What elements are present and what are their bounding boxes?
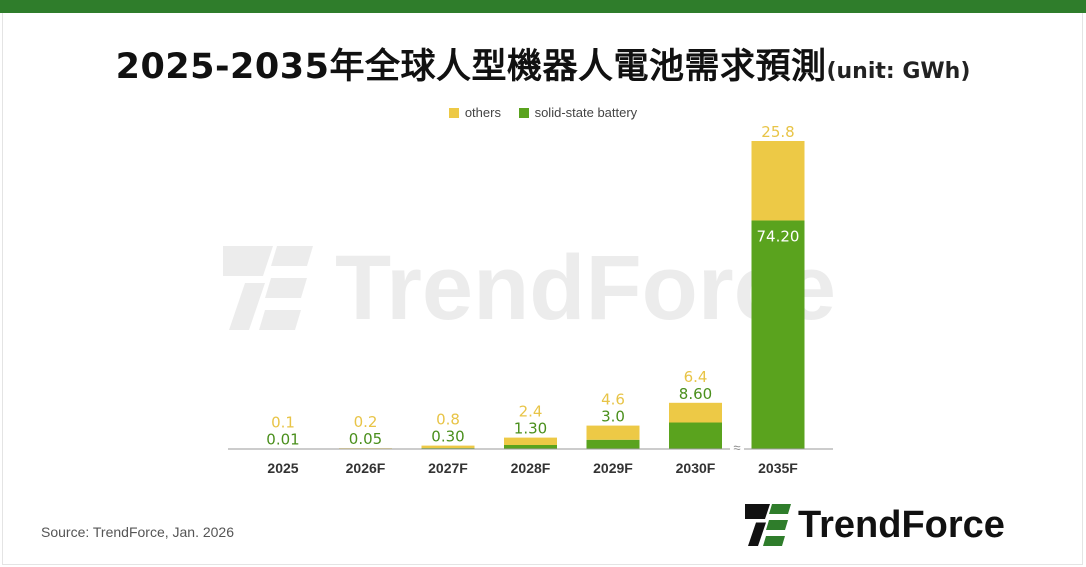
data-label-solid-state-2030f: 8.60 — [679, 385, 712, 403]
legend-label-solid-state: solid-state battery — [534, 105, 638, 120]
trendforce-logo: TrendForce — [742, 500, 1062, 550]
data-label-solid-state-2026f: 0.05 — [349, 430, 382, 448]
legend-item-others: others — [448, 105, 501, 120]
x-tick-label-2028f: 2028F — [511, 460, 551, 476]
x-tick-label-2027f: 2027F — [428, 460, 468, 476]
bar-others-2035f — [751, 141, 805, 221]
x-tick-label-2029f: 2029F — [593, 460, 633, 476]
chart-legend: others solid-state battery — [0, 105, 1086, 120]
brand-top-bar — [0, 0, 1086, 13]
data-label-others-2026f: 0.2 — [354, 413, 378, 431]
bar-others-2028f — [504, 437, 557, 445]
bar-solid-state-2035f — [751, 220, 805, 449]
x-tick-label-2035f: 2035F — [758, 460, 798, 476]
trendforce-logo-icon — [745, 504, 791, 546]
data-label-solid-state-2028f: 1.30 — [514, 420, 547, 438]
bar-others-2029f — [586, 425, 640, 440]
bar-solid-state-2028f — [504, 444, 557, 449]
chart-title-unit: (unit: GWh) — [826, 59, 971, 84]
x-tick-label-2025: 2025 — [267, 460, 298, 476]
data-label-solid-state-2027f: 0.30 — [431, 428, 464, 446]
legend-swatch-others — [448, 108, 459, 118]
data-label-others-2027f: 0.8 — [436, 411, 460, 429]
data-label-others-2030f: 6.4 — [684, 368, 708, 386]
bar-others-2027f — [421, 445, 475, 449]
x-tick-label-2026f: 2026F — [346, 460, 386, 476]
data-label-others-2025: 0.1 — [271, 414, 295, 432]
legend-swatch-solid-state — [518, 108, 529, 118]
bar-solid-state-2029f — [586, 439, 640, 449]
data-label-solid-state-2035f: 74.20 — [757, 227, 800, 245]
trendforce-logo-text: TrendForce — [798, 504, 1005, 546]
legend-item-solid-state: solid-state battery — [518, 105, 638, 120]
chart-title: 2025-2035年全球人型機器人電池需求預測(unit: GWh) — [0, 38, 1086, 89]
data-label-others-2035f: 25.8 — [761, 123, 794, 141]
data-label-others-2028f: 2.4 — [519, 403, 543, 421]
data-label-solid-state-2025: 0.01 — [266, 431, 299, 449]
data-label-solid-state-2029f: 3.0 — [601, 408, 625, 426]
axis-break-mask — [730, 442, 744, 456]
bar-others-2030f — [669, 402, 722, 423]
source-note: Source: TrendForce, Jan. 2026 — [41, 524, 234, 540]
legend-label-others: others — [464, 105, 501, 120]
bar-solid-state-2030f — [669, 422, 722, 449]
x-tick-label-2030f: 2030F — [676, 460, 716, 476]
chart-title-text: 2025-2035年全球人型機器人電池需求預測 — [115, 47, 827, 87]
data-label-others-2029f: 4.6 — [601, 391, 625, 409]
axis-break-icon: ≈ — [733, 440, 740, 455]
